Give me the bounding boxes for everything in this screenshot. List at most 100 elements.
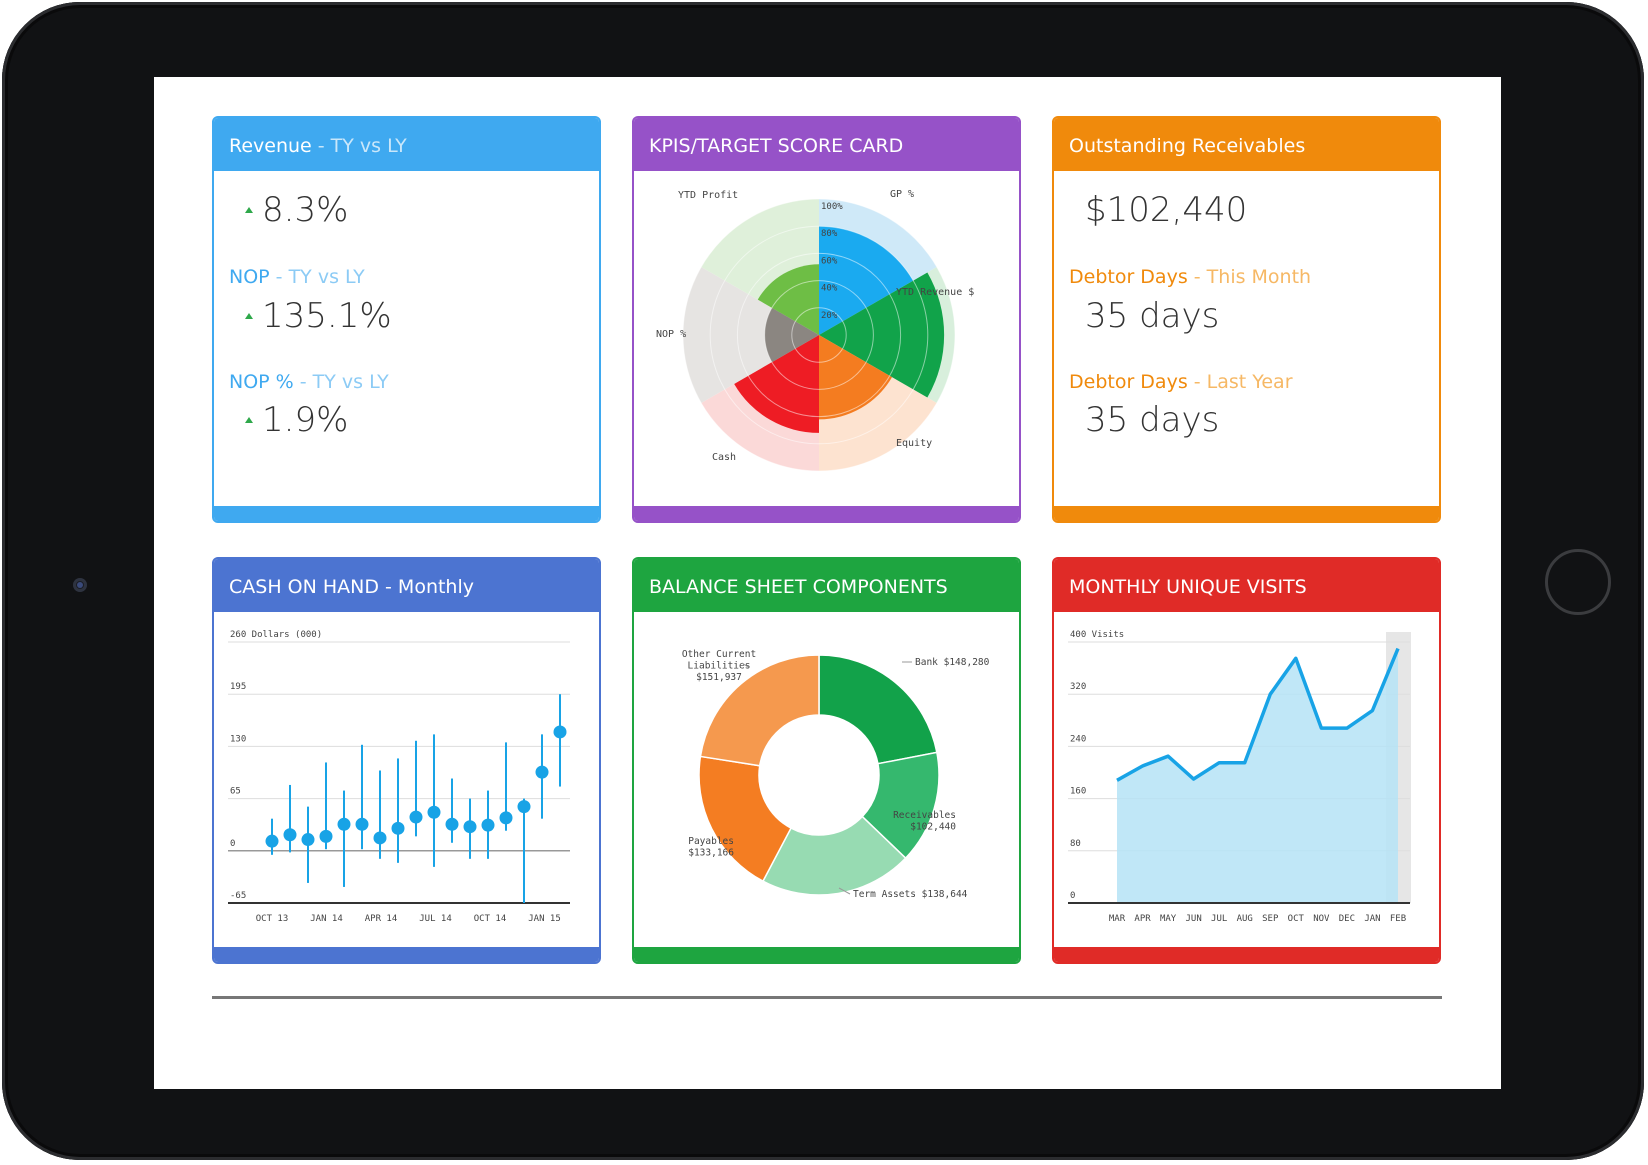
data-point (463, 820, 477, 834)
y-tick-label: 160 (1070, 787, 1086, 797)
x-tick-label: APR (1134, 914, 1151, 924)
x-tick-label: APR 14 (365, 914, 398, 924)
grid-ring (764, 280, 874, 390)
grid-ring (736, 252, 902, 418)
data-point (319, 829, 333, 843)
bottom-divider (212, 996, 1442, 999)
slice-label-line: Payables (688, 836, 734, 847)
revenue-card-title: Revenue (229, 135, 312, 157)
category-label: Cash (712, 452, 736, 463)
x-tick-label: MAY (1160, 914, 1177, 924)
x-tick-label: JUL 14 (419, 914, 452, 924)
debtor-days-month-label: Debtor Days - This Month (1069, 266, 1311, 288)
data-point (283, 828, 297, 842)
data-point (481, 818, 495, 832)
slice-label: Other Current Liabilities $151,937 (682, 649, 756, 683)
nop-change-value: 135.1% (262, 296, 392, 336)
revenue-change-value: 8.3% (262, 190, 349, 230)
y-tick-label: 195 (230, 682, 246, 692)
nop-percent-label-sub: - TY vs LY (293, 371, 389, 393)
slice-label: Bank $148,280 (915, 657, 990, 668)
actual-wedge (734, 335, 819, 433)
x-tick-label: JUL (1211, 914, 1227, 924)
x-tick-label: SEP (1262, 914, 1279, 924)
y-tick-label: 65 (230, 787, 241, 797)
data-point (553, 725, 567, 739)
ring-label: 20% (821, 311, 838, 321)
slice-label: Payables $133,166 (688, 836, 734, 859)
x-tick-label: JAN (1364, 914, 1380, 924)
revenue-card-footer (214, 506, 599, 521)
data-point (445, 817, 459, 831)
data-point (391, 821, 405, 835)
category-label: YTD Profit (678, 190, 738, 201)
nop-percent-label: NOP % - TY vs LY (229, 371, 389, 393)
debtor-days-last-year-label: Debtor Days - Last Year (1069, 371, 1293, 393)
receivables-card-title: Outstanding Receivables (1069, 135, 1306, 157)
category-label: NOP % (656, 329, 686, 340)
kpi-scorecard-card: KPIS/TARGET SCORE CARD 20% 40% 60% 80% 100% G… (632, 116, 1021, 523)
slice-label-line: Term Assets $138,644 (853, 889, 968, 900)
home-button[interactable] (1545, 549, 1611, 615)
receivables-card-header: Outstanding Receivables (1054, 118, 1439, 171)
data-point (499, 811, 513, 825)
target-wedge (683, 267, 819, 403)
slice-label-line: $133,166 (688, 848, 734, 859)
balance-sheet-card: BALANCE SHEET COMPONENTS Bank $148,280 Re… (632, 557, 1021, 964)
nop-percent-change-value: 1.9% (262, 400, 349, 440)
x-tick-label: OCT 14 (474, 914, 507, 924)
series-line (1116, 647, 1400, 782)
actual-wedge (819, 335, 893, 420)
slice-label-line: Other Current (682, 649, 756, 660)
nop-label-sub: - TY vs LY (269, 266, 365, 288)
nop-label: NOP - TY vs LY (229, 266, 365, 288)
y-tick-label: 0 (1070, 891, 1075, 901)
donut-slice (699, 654, 820, 767)
data-point (301, 833, 315, 847)
ring-label: 80% (821, 229, 838, 239)
cash-card-footer (214, 947, 599, 962)
kpi-card-footer (634, 506, 1019, 521)
balance-donut-chart: Bank $148,280 Receivables $102,440 Term Ass… (682, 649, 990, 900)
up-arrow-icon (245, 417, 253, 423)
x-tick-label: JUN (1186, 914, 1202, 924)
x-tick-label: OCT 13 (256, 914, 289, 924)
category-label: Equity (896, 438, 932, 449)
ring-label: 60% (821, 256, 838, 266)
debtor-days-month-value: 35 days (1085, 296, 1220, 336)
debtor-days-month-label-sub: - This Month (1187, 266, 1312, 288)
leader-line (741, 662, 749, 668)
donut-slice (698, 755, 793, 883)
balance-card-footer (634, 947, 1019, 962)
debtor-days-month-label-main: Debtor Days (1069, 266, 1188, 288)
camera-icon (73, 578, 87, 592)
data-point (517, 800, 531, 814)
data-point (373, 831, 387, 845)
x-tick-label: OCT (1288, 914, 1305, 924)
data-point (409, 810, 423, 824)
actual-wedge (819, 226, 914, 335)
category-label: YTD Revenue $ (896, 287, 974, 298)
slice-label-line: $102,440 (910, 822, 956, 833)
dashboard-screen: Revenue - TY vs LY 8.3% NOP - TY vs LY 1… (154, 77, 1501, 1089)
data-point (265, 834, 279, 848)
y-tick-label: 80 (1070, 839, 1081, 849)
grid-ring (791, 307, 847, 363)
y-tick-label: 130 (230, 734, 246, 744)
y-tick-label: 0 (230, 839, 235, 849)
ring-label: 100% (821, 202, 843, 212)
grid-ring (682, 198, 956, 472)
revenue-card: Revenue - TY vs LY 8.3% NOP - TY vs LY 1… (212, 116, 601, 523)
y-tick-label: -65 (230, 891, 246, 901)
data-point (337, 817, 351, 831)
actual-wedge (757, 264, 819, 335)
cash-on-hand-card: CASH ON HAND - Monthly 260 Dollars (000)… (212, 557, 601, 964)
slice-label-line: Liabilities (688, 661, 751, 672)
area-fill (1117, 648, 1398, 903)
unique-visits-card: MONTHLY UNIQUE VISITS 400 Visits 320 240 16… (1052, 557, 1441, 964)
kpi-polar-chart: 20% 40% 60% 80% 100% GP % YTD Revenue $ Equity C… (656, 189, 974, 472)
y-tick-label: 320 (1070, 682, 1086, 692)
slice-label: Receivables $102,440 (893, 810, 956, 833)
grid-ring (709, 225, 929, 445)
